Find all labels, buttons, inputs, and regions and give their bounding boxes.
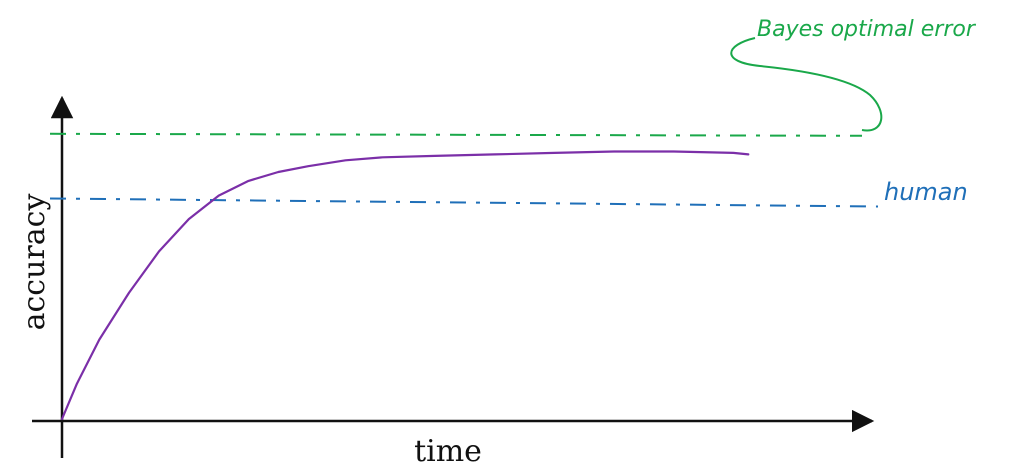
accuracy-points <box>61 151 749 421</box>
bayes-error-line <box>49 132 863 137</box>
accuracy-curve <box>60 150 750 421</box>
x-axis-title: time <box>414 434 482 469</box>
bayes-callout-curve <box>730 37 883 132</box>
y-axis-title: accuracy <box>17 194 52 331</box>
human-level-label: human <box>884 178 968 206</box>
human-level-line <box>49 197 879 208</box>
bayes-error-label: Bayes optimal error <box>757 17 977 42</box>
